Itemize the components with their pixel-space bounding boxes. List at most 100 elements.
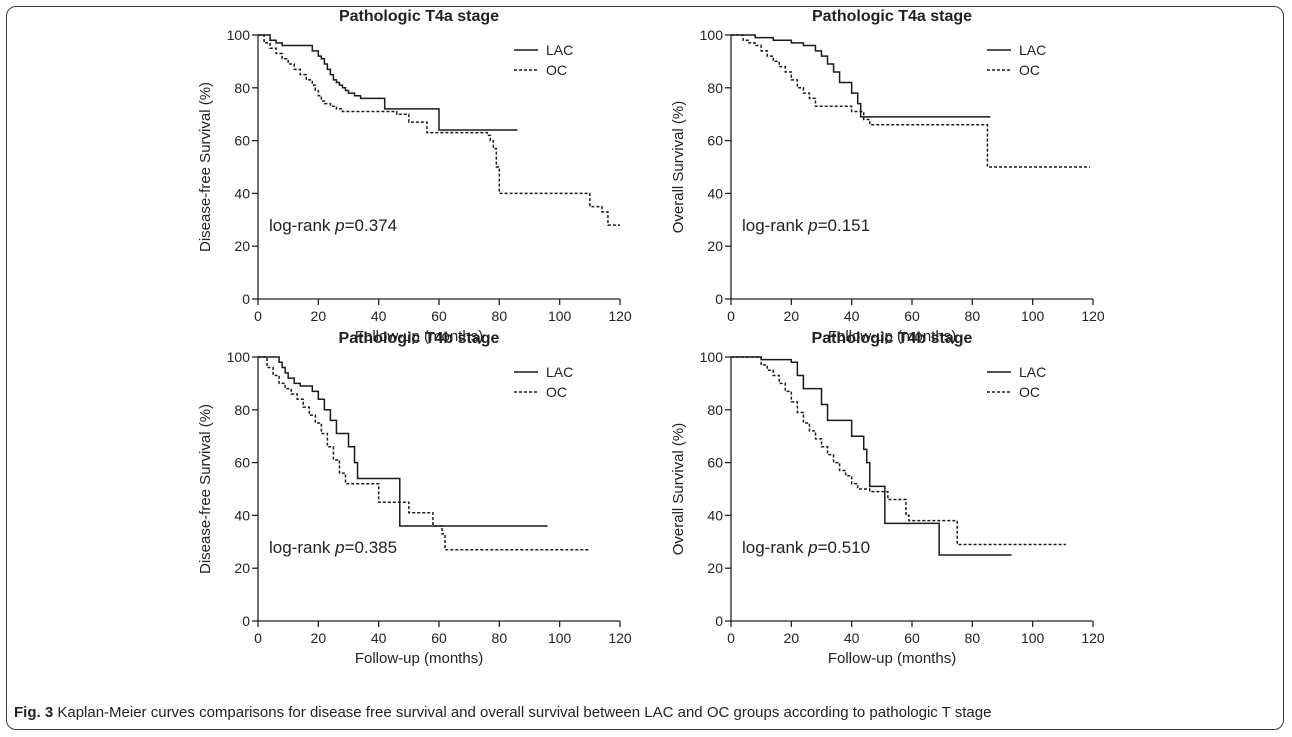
chart-2-x-tick-label: 20 [784, 308, 800, 324]
chart-1-x-tick-label: 40 [371, 308, 387, 324]
chart-3-x-axis-label: Follow-up (months) [355, 650, 483, 667]
chart-1-title: Pathologic T4a stage [339, 8, 499, 25]
chart-2-title: Pathologic T4a stage [812, 8, 972, 25]
chart-2-y-tick-label: 80 [707, 80, 723, 96]
chart-3-annotation-p: p [334, 538, 344, 557]
chart-2-legend-label: LAC [1019, 42, 1046, 58]
chart-3-y-tick-label: 100 [227, 349, 251, 365]
chart-1-y-tick-label: 60 [234, 133, 250, 149]
chart-2-x-tick-label: 0 [727, 308, 735, 324]
chart-2-y-tick-label: 40 [707, 185, 723, 201]
chart-4-annotation-prefix: log-rank [742, 538, 808, 557]
chart-1: Pathologic T4a stage 0 20 40 60 80 100 0 20 40 60 8… [197, 8, 632, 345]
chart-2-x-tick-label: 40 [844, 308, 860, 324]
chart-4-x-tick-label: 60 [904, 630, 920, 646]
chart-1-x-tick-label: 120 [608, 308, 632, 324]
chart-2-x-axis-label: Follow-up (months) [828, 328, 956, 345]
chart-3-legend-label: OC [546, 384, 567, 400]
chart-3-x-tick-label: 80 [492, 630, 508, 646]
chart-4-x-tick-label: 80 [965, 630, 981, 646]
chart-2-x-tick-label: 60 [904, 308, 920, 324]
chart-3-series-oc [258, 356, 590, 551]
chart-4-annotation-value: =0.510 [818, 538, 870, 557]
chart-3-title: Pathologic T4b stage [339, 330, 500, 347]
chart-2-x-tick-label: 80 [965, 308, 981, 324]
chart-2-y-tick-label: 60 [707, 133, 723, 149]
chart-4-legend-label: OC [1019, 384, 1040, 400]
chart-3-y-tick-label: 80 [234, 402, 250, 418]
chart-4-x-tick-label: 100 [1021, 630, 1045, 646]
chart-2-annotation-p: p [807, 216, 817, 235]
chart-4-series-oc [731, 356, 1066, 546]
chart-1-y-tick-label: 20 [234, 238, 250, 254]
chart-2-y-tick-label: 100 [700, 27, 724, 43]
chart-4-y-tick-label: 20 [707, 560, 723, 576]
chart-1-x-tick-label: 80 [492, 308, 508, 324]
chart-1-series-lac [258, 34, 518, 131]
chart-2-y-axis-label: Overall Survival (%) [670, 101, 687, 234]
chart-3-x-tick-label: 60 [431, 630, 447, 646]
chart-3-y-axis-label: Disease-free Survival (%) [197, 404, 214, 574]
chart-2-annotation: log-rank p=0.151 [742, 216, 870, 235]
caption-label: Fig. 3 [14, 704, 54, 721]
chart-3-annotation-prefix: log-rank [269, 538, 335, 557]
chart-4-y-tick-label: 100 [700, 349, 724, 365]
chart-1-x-tick-label: 20 [311, 308, 327, 324]
chart-3-x-tick-label: 20 [311, 630, 327, 646]
chart-3-series-lac [258, 356, 548, 527]
chart-1-legend-label: OC [546, 62, 567, 78]
caption-text: Kaplan-Meier curves comparisons for dise… [57, 704, 992, 721]
chart-2-annotation-prefix: log-rank [742, 216, 808, 235]
chart-4-x-tick-label: 0 [727, 630, 735, 646]
chart-2-x-tick-label: 120 [1081, 308, 1105, 324]
chart-1-legend-label: LAC [546, 42, 573, 58]
chart-2-annotation-value: =0.151 [818, 216, 870, 235]
chart-4-series-lac [731, 356, 1012, 556]
figure-caption: Fig. 3 Kaplan-Meier curves comparisons f… [14, 704, 991, 721]
chart-1-x-tick-label: 0 [254, 308, 262, 324]
chart-4: Pathologic T4b stage 0 20 40 60 80 100 0 20 40 60 8… [670, 330, 1105, 667]
chart-4-y-axis-label: Overall Survival (%) [670, 423, 687, 556]
chart-4-x-axis-label: Follow-up (months) [828, 650, 956, 667]
chart-2-y-tick-label: 0 [715, 291, 723, 307]
chart-4-x-tick-label: 120 [1081, 630, 1105, 646]
chart-3-y-tick-label: 60 [234, 455, 250, 471]
figure-frame [6, 6, 1284, 730]
chart-4-y-tick-label: 0 [715, 613, 723, 629]
chart-3-y-tick-label: 0 [242, 613, 250, 629]
chart-1-annotation-value: =0.374 [345, 216, 397, 235]
chart-1-annotation-prefix: log-rank [269, 216, 335, 235]
chart-1-y-tick-label: 0 [242, 291, 250, 307]
chart-4-x-tick-label: 20 [784, 630, 800, 646]
chart-2: Pathologic T4a stage 0 20 40 60 80 100 0 20 40 60 8… [670, 8, 1105, 345]
chart-1-series-oc [258, 34, 620, 226]
chart-4-y-tick-label: 80 [707, 402, 723, 418]
chart-4-annotation: log-rank p=0.510 [742, 538, 870, 557]
chart-3-annotation-value: =0.385 [345, 538, 397, 557]
chart-3-y-tick-label: 20 [234, 560, 250, 576]
chart-1-x-axis-label: Follow-up (months) [355, 328, 483, 345]
chart-2-legend-label: OC [1019, 62, 1040, 78]
chart-3-annotation: log-rank p=0.385 [269, 538, 397, 557]
chart-1-x-tick-label: 100 [548, 308, 572, 324]
chart-4-x-tick-label: 40 [844, 630, 860, 646]
chart-1-y-axis-label: Disease-free Survival (%) [197, 82, 214, 252]
chart-1-y-tick-label: 100 [227, 27, 251, 43]
chart-3-y-tick-label: 40 [234, 507, 250, 523]
chart-4-y-tick-label: 40 [707, 507, 723, 523]
chart-1-y-tick-label: 40 [234, 185, 250, 201]
chart-1-x-tick-label: 60 [431, 308, 447, 324]
chart-4-title: Pathologic T4b stage [812, 330, 973, 347]
chart-3-x-tick-label: 100 [548, 630, 572, 646]
chart-3-legend-label: LAC [546, 364, 573, 380]
chart-2-series-oc [731, 34, 1090, 168]
chart-2-series-lac [731, 34, 991, 118]
chart-2-y-tick-label: 20 [707, 238, 723, 254]
chart-3-x-tick-label: 0 [254, 630, 262, 646]
chart-3-x-tick-label: 40 [371, 630, 387, 646]
chart-1-annotation-p: p [334, 216, 344, 235]
chart-1-annotation: log-rank p=0.374 [269, 216, 397, 235]
chart-2-x-tick-label: 100 [1021, 308, 1045, 324]
chart-4-y-tick-label: 60 [707, 455, 723, 471]
chart-4-legend-label: LAC [1019, 364, 1046, 380]
